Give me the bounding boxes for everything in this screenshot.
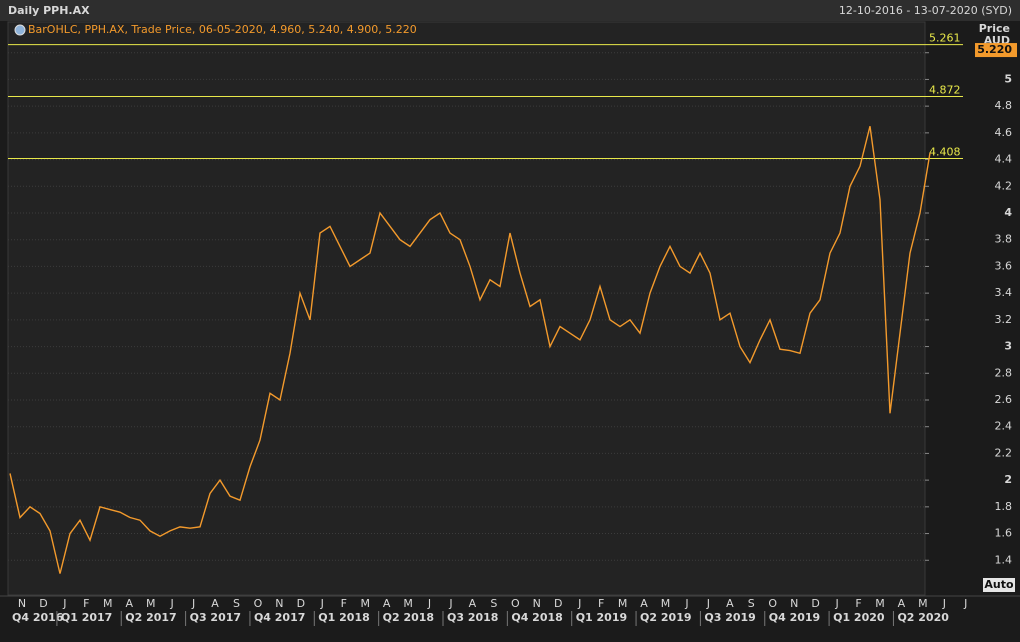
price-line [9,126,931,574]
month-label: A [469,597,477,610]
month-label: A [125,597,133,610]
y-tick-label: 2.2 [995,446,1013,459]
level-label: 4.408 [929,146,961,159]
month-label: M [661,597,671,610]
quarter-label: Q1 2018 [318,611,369,624]
month-label: J [320,597,324,610]
month-label: D [811,597,819,610]
quarter-label: Q2 2020 [897,611,949,624]
level-label: 4.872 [929,84,961,97]
month-label: A [898,597,906,610]
month-label: O [768,597,777,610]
month-label: O [511,597,520,610]
month-label: N [18,597,26,610]
y-tick-label: 4 [1004,206,1012,219]
y-tick-label: 4.8 [995,99,1013,112]
y-tick-label: 3 [1004,340,1012,353]
quarter-label: Q4 2017 [254,611,305,624]
legend-text: BarOHLC, PPH.AX, Trade Price, 06-05-2020… [28,23,417,36]
month-label: A [640,597,648,610]
month-label: F [83,597,89,610]
quarter-label: Q1 2020 [833,611,885,624]
month-label: J [706,597,710,610]
y-tick-label: 4.2 [995,179,1013,192]
month-label: M [403,597,413,610]
chart-title: Daily PPH.AX [8,4,90,17]
month-label: D [297,597,305,610]
month-label: J [577,597,581,610]
month-label: J [170,597,174,610]
month-label: J [191,597,195,610]
y-tick-label: 3.2 [995,313,1013,326]
quarter-label: Q4 2019 [769,611,820,624]
quarter-label: Q3 2018 [447,611,498,624]
y-tick-label: 1.6 [995,527,1013,540]
month-label: M [360,597,370,610]
month-label: F [341,597,347,610]
month-label: F [855,597,861,610]
header-bar [0,0,1020,21]
month-label: F [598,597,604,610]
y-tick-label: 2.4 [995,420,1013,433]
month-label: O [254,597,263,610]
quarter-label: Q4 2018 [511,611,562,624]
quarter-label: Q2 2017 [125,611,176,624]
y-tick-label: 3.4 [995,286,1013,299]
month-label: N [790,597,798,610]
quarter-label: Q3 2019 [704,611,755,624]
month-label: M [918,597,928,610]
auto-label[interactable]: Auto [984,578,1014,591]
quarter-label: Q4 2016 [12,611,64,624]
month-label: S [490,597,497,610]
month-label: M [103,597,113,610]
month-label: M [146,597,156,610]
month-label: N [275,597,283,610]
y-tick-label: 3.8 [995,233,1013,246]
month-label: J [62,597,66,610]
auto-button[interactable] [983,578,1015,592]
quarter-label: Q2 2018 [383,611,434,624]
last-price-box [975,43,1017,58]
month-label: J [427,597,431,610]
y-tick-label: 2.6 [995,393,1013,406]
month-label: J [963,597,967,610]
plot-area [7,21,926,596]
quarter-label: Q1 2017 [61,611,112,624]
y-tick-label: 2.8 [995,366,1013,379]
date-range: 12-10-2016 - 13-07-2020 (SYD) [839,4,1012,17]
month-label: J [834,597,838,610]
level-label: 5.261 [929,32,961,45]
month-label: A [383,597,391,610]
month-label: S [748,597,755,610]
month-label: S [233,597,240,610]
quarter-label: Q1 2019 [576,611,627,624]
y-tick-label: 1.4 [995,553,1013,566]
y-tick-label: 4.4 [995,153,1013,166]
month-label: M [618,597,628,610]
y-tick-label: 5 [1004,72,1012,85]
y-tick-label: 1.8 [995,500,1013,513]
month-label: J [448,597,452,610]
quarter-label: Q3 2017 [190,611,241,624]
legend-icon [14,24,26,36]
month-label: J [942,597,946,610]
month-label: A [726,597,734,610]
last-price-label: 5.220 [977,43,1012,56]
month-label: D [554,597,562,610]
quarter-label: Q2 2019 [640,611,691,624]
y-tick-label: 3.6 [995,259,1013,272]
y-tick-label: 2 [1004,473,1012,486]
month-label: J [684,597,688,610]
y-tick-label: 4.6 [995,126,1013,139]
month-label: M [875,597,885,610]
month-label: A [211,597,219,610]
month-label: N [533,597,541,610]
y-axis-label: Price [979,22,1010,35]
month-label: D [39,597,47,610]
